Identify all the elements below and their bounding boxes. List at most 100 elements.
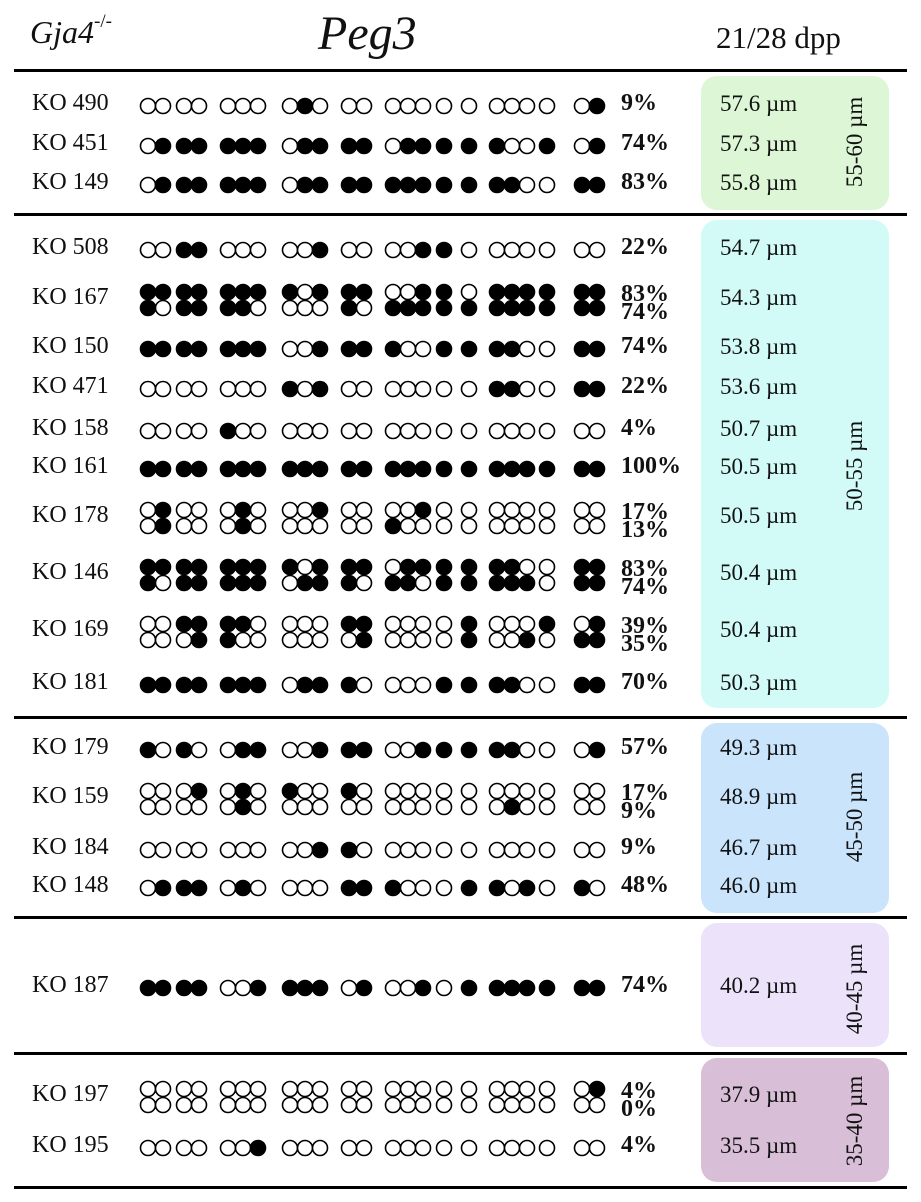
unmethylated-cpg (190, 97, 208, 115)
unmethylated-cpg (190, 422, 208, 440)
methylated-cpg (460, 176, 478, 194)
unmethylated-cpg (538, 558, 556, 576)
unmethylated-cpg (384, 137, 402, 155)
methylated-cpg (399, 460, 417, 478)
methylated-cpg (340, 676, 358, 694)
unmethylated-cpg (488, 422, 506, 440)
methylated-cpg (488, 137, 506, 155)
unmethylated-cpg (311, 97, 329, 115)
unmethylated-cpg (154, 241, 172, 259)
unmethylated-cpg (384, 676, 402, 694)
unmethylated-cpg (139, 137, 157, 155)
methylated-cpg (340, 558, 358, 576)
methylated-cpg (588, 137, 606, 155)
methylated-cpg (384, 176, 402, 194)
unmethylated-cpg (296, 422, 314, 440)
methylated-cpg (399, 176, 417, 194)
unmethylated-cpg (384, 501, 402, 519)
methylated-cpg (503, 798, 521, 816)
unmethylated-cpg (311, 631, 329, 649)
unmethylated-cpg (488, 782, 506, 800)
unmethylated-cpg (249, 615, 267, 633)
methylated-cpg (190, 879, 208, 897)
unmethylated-cpg (296, 615, 314, 633)
unmethylated-cpg (435, 1096, 453, 1114)
unmethylated-cpg (249, 631, 267, 649)
methylated-cpg (175, 741, 193, 759)
unmethylated-cpg (399, 283, 417, 301)
unmethylated-cpg (435, 1139, 453, 1157)
methylation-percent: 74% (621, 574, 669, 600)
methylated-cpg (219, 137, 237, 155)
unmethylated-cpg (296, 631, 314, 649)
unmethylated-cpg (518, 676, 536, 694)
methylated-cpg (384, 299, 402, 317)
methylated-cpg (518, 460, 536, 478)
nucleus-size: 57.3 µm (720, 131, 798, 156)
unmethylated-cpg (154, 97, 172, 115)
unmethylated-cpg (414, 1139, 432, 1157)
methylated-cpg (435, 676, 453, 694)
unmethylated-cpg (139, 97, 157, 115)
unmethylated-cpg (219, 1096, 237, 1114)
methylated-cpg (311, 460, 329, 478)
unmethylated-cpg (311, 1139, 329, 1157)
methylated-cpg (234, 676, 252, 694)
methylated-cpg (460, 340, 478, 358)
methylated-cpg (503, 741, 521, 759)
unmethylated-cpg (355, 798, 373, 816)
methylated-cpg (488, 380, 506, 398)
methylated-cpg (355, 460, 373, 478)
unmethylated-cpg (399, 1096, 417, 1114)
methylated-cpg (190, 299, 208, 317)
unmethylated-cpg (435, 979, 453, 997)
methylated-cpg (588, 299, 606, 317)
methylated-cpg (311, 241, 329, 259)
methylated-cpg (311, 340, 329, 358)
unmethylated-cpg (538, 340, 556, 358)
methylated-cpg (234, 741, 252, 759)
unmethylated-cpg (399, 841, 417, 859)
size-range-label: 55-60 µm (842, 96, 867, 188)
methylation-percent: 100% (621, 453, 681, 479)
unmethylated-cpg (234, 979, 252, 997)
methylated-cpg (296, 979, 314, 997)
unmethylated-cpg (414, 798, 432, 816)
unmethylated-cpg (488, 631, 506, 649)
unmethylated-cpg (281, 299, 299, 317)
methylation-percent: 35% (621, 631, 669, 657)
unmethylated-cpg (281, 1096, 299, 1114)
methylated-cpg (340, 879, 358, 897)
unmethylated-cpg (296, 380, 314, 398)
methylation-percent: 17% (621, 499, 669, 525)
unmethylated-cpg (340, 380, 358, 398)
unmethylated-cpg (154, 1139, 172, 1157)
methylated-cpg (503, 676, 521, 694)
nucleus-size: 35.5 µm (720, 1133, 798, 1158)
methylated-cpg (311, 741, 329, 759)
methylated-cpg (355, 615, 373, 633)
unmethylated-cpg (435, 798, 453, 816)
unmethylated-cpg (384, 1139, 402, 1157)
methylated-cpg (190, 979, 208, 997)
unmethylated-cpg (139, 176, 157, 194)
methylated-cpg (249, 137, 267, 155)
unmethylated-cpg (234, 422, 252, 440)
unmethylated-cpg (399, 676, 417, 694)
unmethylated-cpg (588, 241, 606, 259)
nucleus-size: 53.6 µm (720, 374, 798, 399)
unmethylated-cpg (399, 501, 417, 519)
unmethylated-cpg (503, 241, 521, 259)
nucleus-size: 54.3 µm (720, 285, 798, 310)
unmethylated-cpg (399, 879, 417, 897)
methylation-percent: 17% (621, 780, 669, 806)
methylated-cpg (296, 176, 314, 194)
unmethylated-cpg (460, 1096, 478, 1114)
methylated-cpg (435, 460, 453, 478)
unmethylated-cpg (355, 676, 373, 694)
unmethylated-cpg (340, 1080, 358, 1098)
methylated-cpg (234, 460, 252, 478)
methylated-cpg (355, 176, 373, 194)
unmethylated-cpg (249, 798, 267, 816)
